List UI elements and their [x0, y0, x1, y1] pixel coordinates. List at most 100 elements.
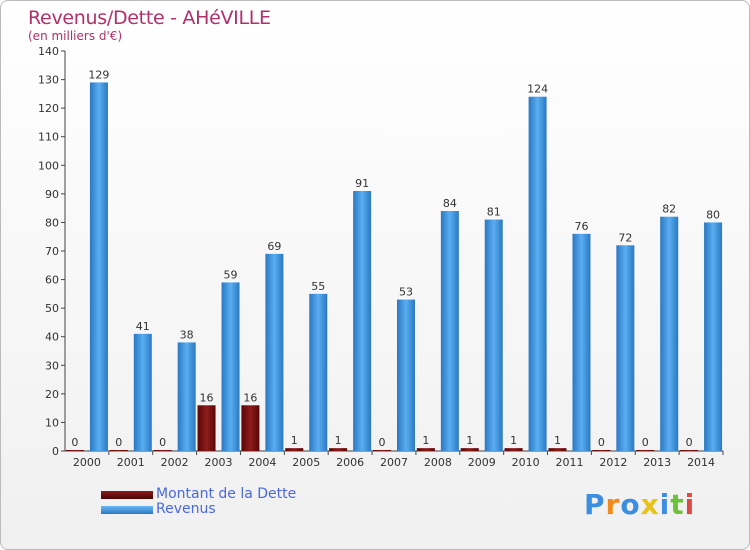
x-tick-label: 2012	[599, 456, 627, 469]
y-tick-label: 40	[45, 331, 59, 344]
bar-dette-2008	[416, 448, 435, 451]
bar-dette-2003	[197, 405, 216, 451]
x-tick-label: 2001	[117, 456, 145, 469]
bar-dette-2011	[548, 448, 567, 451]
bar-revenus-2004	[265, 253, 284, 451]
bar-revenus-2005	[309, 293, 328, 451]
y-tick-label: 70	[45, 245, 59, 258]
bar-dette-2012	[592, 450, 611, 451]
legend-label-dette: Montant de la Dette	[156, 486, 297, 502]
label-dette-2012: 0	[598, 436, 605, 449]
y-tick-label: 110	[38, 131, 59, 144]
bar-revenus-2002	[177, 342, 196, 451]
label-revenus-2011: 76	[574, 220, 588, 233]
logo-letter: i	[684, 488, 696, 521]
label-dette-2009: 1	[466, 434, 473, 447]
bar-dette-2000	[65, 450, 84, 451]
label-revenus-2014: 80	[706, 208, 720, 221]
label-dette-2014: 0	[686, 436, 693, 449]
label-revenus-2007: 53	[399, 286, 413, 299]
x-tick-label: 2002	[161, 456, 189, 469]
bar-revenus-2013	[660, 216, 679, 451]
label-revenus-2004: 69	[267, 240, 281, 253]
label-dette-2005: 1	[291, 434, 298, 447]
bar-revenus-2012	[616, 245, 635, 451]
bar-revenus-2010	[528, 96, 547, 451]
x-tick-label: 2010	[512, 456, 540, 469]
label-revenus-2013: 82	[662, 203, 676, 216]
bar-dette-2014	[680, 450, 699, 451]
bar-revenus-2011	[572, 233, 591, 451]
x-tick-label: 2003	[205, 456, 233, 469]
label-revenus-2012: 72	[618, 231, 632, 244]
y-tick-label: 60	[45, 274, 59, 287]
x-tick-label: 2006	[336, 456, 364, 469]
label-dette-2003: 16	[200, 391, 214, 404]
bar-revenus-2000	[89, 82, 108, 451]
logo-letter: x	[640, 488, 660, 521]
bar-dette-2005	[285, 448, 304, 451]
logo-letter: r	[605, 488, 621, 521]
bar-revenus-2007	[397, 299, 415, 451]
x-tick-label: 2009	[468, 456, 496, 469]
label-dette-2008: 1	[422, 434, 429, 447]
bar-dette-2010	[504, 448, 523, 451]
bar-revenus-2006	[353, 191, 372, 451]
y-tick-label: 130	[38, 74, 59, 87]
label-dette-2000: 0	[71, 436, 78, 449]
logo-letter: i	[659, 488, 671, 521]
bar-revenus-2014	[704, 222, 723, 451]
x-tick-label: 2005	[292, 456, 320, 469]
y-tick-label: 80	[45, 216, 59, 229]
bar-dette-2004	[241, 405, 260, 451]
label-revenus-2006: 91	[355, 177, 369, 190]
label-revenus-2008: 84	[443, 197, 457, 210]
bar-revenus-2001	[133, 333, 152, 451]
bar-dette-2001	[109, 450, 128, 451]
label-revenus-2000: 129	[88, 68, 109, 81]
label-dette-2007: 0	[379, 436, 386, 449]
bar-dette-2006	[329, 448, 348, 451]
bar-dette-2009	[460, 448, 479, 451]
x-tick-label: 2000	[73, 456, 101, 469]
bar-dette-2013	[636, 450, 655, 451]
chart-subtitle: (en milliers d'€)	[28, 29, 123, 43]
label-revenus-2002: 38	[180, 328, 194, 341]
y-tick-label: 120	[38, 102, 59, 115]
label-revenus-2005: 55	[311, 280, 325, 293]
y-tick-label: 100	[38, 159, 59, 172]
y-tick-label: 50	[45, 302, 59, 315]
value-labels: 0 129 0 41 0 38 16 59 16 69 1 55 1 91 0 53 1 84 1 81 1 124 1 76…	[71, 68, 720, 449]
x-tick-label: 2014	[687, 456, 715, 469]
legend-label-revenus: Revenus	[156, 501, 216, 517]
x-tick-label: 2004	[248, 456, 276, 469]
bars	[65, 82, 723, 451]
label-dette-2011: 1	[554, 434, 561, 447]
bar-dette-2007	[373, 450, 391, 451]
label-revenus-2009: 81	[487, 206, 501, 219]
y-tick-label: 0	[52, 445, 59, 458]
label-revenus-2003: 59	[224, 268, 238, 281]
y-tick-label: 30	[45, 359, 59, 372]
x-tick-label: 2013	[643, 456, 671, 469]
label-dette-2013: 0	[642, 436, 649, 449]
y-tick-label: 140	[38, 45, 59, 58]
x-tick-label: 2011	[555, 456, 583, 469]
logo-letter: P	[584, 488, 606, 521]
label-revenus-2010: 124	[527, 83, 548, 96]
legend-swatch-revenus	[101, 506, 153, 514]
logo-letter: t	[670, 488, 685, 521]
bar-dette-2002	[153, 450, 172, 451]
legend-swatch-dette	[101, 491, 153, 499]
label-dette-2010: 1	[510, 434, 517, 447]
bar-revenus-2003	[221, 282, 240, 451]
label-revenus-2001: 41	[136, 320, 150, 333]
label-dette-2006: 1	[335, 434, 342, 447]
y-tick-label: 90	[45, 188, 59, 201]
y-tick-label: 20	[45, 388, 59, 401]
x-tick-label: 2007	[380, 456, 408, 469]
logo-letter: o	[620, 488, 641, 521]
